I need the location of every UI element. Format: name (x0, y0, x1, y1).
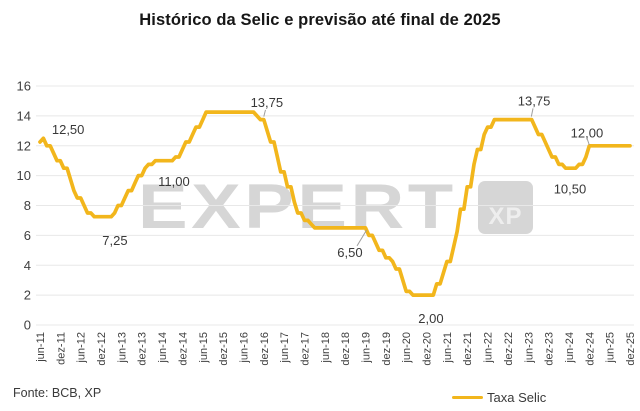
x-tick-label: jun-18 (320, 332, 332, 364)
x-tick-label: jun-20 (401, 332, 413, 364)
taxa-selic-line (38, 110, 632, 297)
x-tick-label: dez-17 (299, 332, 311, 366)
data-label: 12,50 (52, 122, 85, 137)
x-tick-label: dez-11 (55, 332, 67, 365)
y-tick-label: 16 (17, 79, 31, 94)
x-tick-label: jun-13 (116, 332, 128, 364)
x-tick-label: dez-21 (462, 332, 474, 366)
legend-label: Taxa Selic (487, 390, 547, 405)
x-tick-label: jun-25 (605, 332, 617, 364)
annotation-leader (586, 138, 590, 146)
x-tick-label: dez-13 (137, 332, 149, 366)
data-label: 2,00 (418, 311, 443, 326)
data-label: 10,50 (554, 182, 587, 197)
chart-title: Histórico da Selic e previsão até final … (139, 11, 501, 29)
x-tick-label: jun-16 (238, 332, 250, 364)
x-tick-label: dez-19 (381, 332, 393, 366)
xp-logo-label: XP (488, 203, 523, 230)
annotation-leader (356, 229, 367, 247)
source-note: Fonte: BCB, XP (13, 386, 102, 400)
data-label: 13,75 (518, 93, 551, 108)
y-tick-label: 8 (24, 198, 31, 213)
data-label: 6,50 (337, 245, 362, 260)
x-tick-label: dez-18 (340, 332, 352, 366)
legend-line-swatch (452, 395, 483, 400)
x-tick-label: dez-12 (96, 332, 108, 366)
x-tick-label: dez-16 (259, 332, 271, 366)
y-tick-label: 12 (17, 138, 31, 153)
x-tick-label: jun-22 (483, 332, 495, 364)
y-tick-label: 4 (24, 258, 31, 273)
x-tick-label: jun-19 (361, 332, 373, 364)
x-tick-label: jun-21 (442, 332, 454, 364)
y-tick-label: 2 (24, 288, 31, 303)
data-label: 11,00 (158, 174, 190, 189)
x-tick-label: dez-15 (218, 332, 230, 366)
y-tick-label: 14 (17, 108, 31, 123)
x-tick-label: jun-15 (198, 332, 210, 364)
x-tick-label: jun-17 (279, 332, 291, 364)
annotation-leader (263, 109, 266, 117)
data-label: 13,75 (251, 95, 284, 110)
x-tick-label: dez-25 (625, 332, 637, 366)
x-tick-label: jun-23 (523, 332, 535, 364)
x-tick-label: jun-11 (35, 332, 47, 363)
x-tick-label: dez-20 (422, 332, 434, 366)
legend: Taxa Selic (452, 390, 546, 405)
annotation-leader (530, 108, 534, 117)
x-tick-label: dez-14 (177, 332, 189, 366)
xp-logo: XP (478, 181, 533, 234)
x-tick-label: dez-24 (584, 332, 596, 366)
y-tick-label: 6 (24, 228, 31, 243)
x-tick-label: jun-24 (564, 332, 576, 364)
x-tick-label: jun-12 (76, 332, 88, 364)
x-tick-label: dez-22 (503, 332, 515, 366)
y-tick-label: 10 (17, 168, 31, 183)
x-tick-label: jun-14 (157, 332, 169, 364)
y-tick-label: 0 (24, 318, 31, 333)
data-label: 12,00 (571, 126, 604, 141)
x-tick-label: dez-23 (544, 332, 556, 366)
data-label: 7,25 (102, 233, 127, 248)
